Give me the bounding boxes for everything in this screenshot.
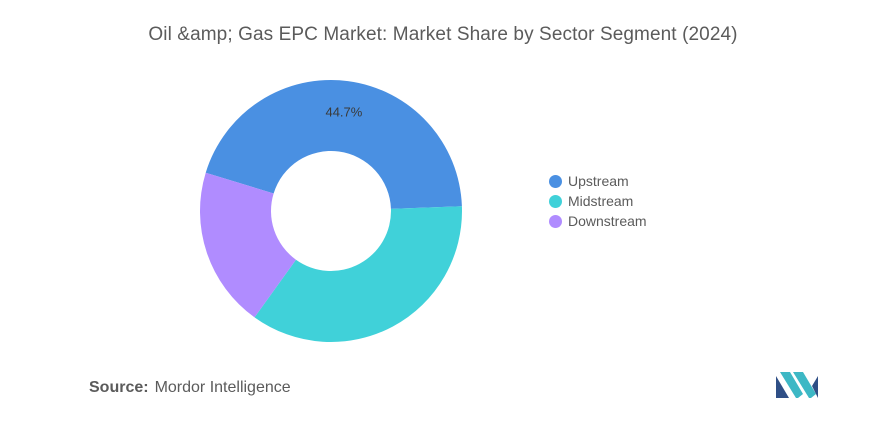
legend-label-downstream: Downstream	[568, 213, 647, 229]
donut-slice-downstream	[199, 172, 296, 318]
mordor-logo-icon	[776, 372, 818, 398]
legend-label-upstream: Upstream	[568, 173, 629, 189]
source-label: Source:	[89, 379, 149, 396]
chart-legend: Upstream Midstream Downstream	[549, 171, 647, 231]
donut-slice-upstream	[205, 79, 462, 209]
legend-swatch-downstream	[549, 214, 562, 228]
source-note: Source: Mordor Intelligence	[89, 379, 291, 397]
legend-swatch-midstream	[549, 194, 562, 208]
data-label-upstream: 44.7%	[325, 104, 362, 119]
donut-slice-midstream	[254, 206, 462, 342]
legend-item-upstream: Upstream	[549, 171, 647, 191]
source-text: Mordor Intelligence	[154, 379, 291, 396]
legend-item-downstream: Downstream	[549, 211, 647, 231]
chart-title: Oil &amp; Gas EPC Market: Market Share b…	[148, 24, 738, 45]
legend-label-midstream: Midstream	[568, 193, 634, 209]
legend-swatch-upstream	[549, 174, 562, 188]
legend-item-midstream: Midstream	[549, 191, 647, 211]
